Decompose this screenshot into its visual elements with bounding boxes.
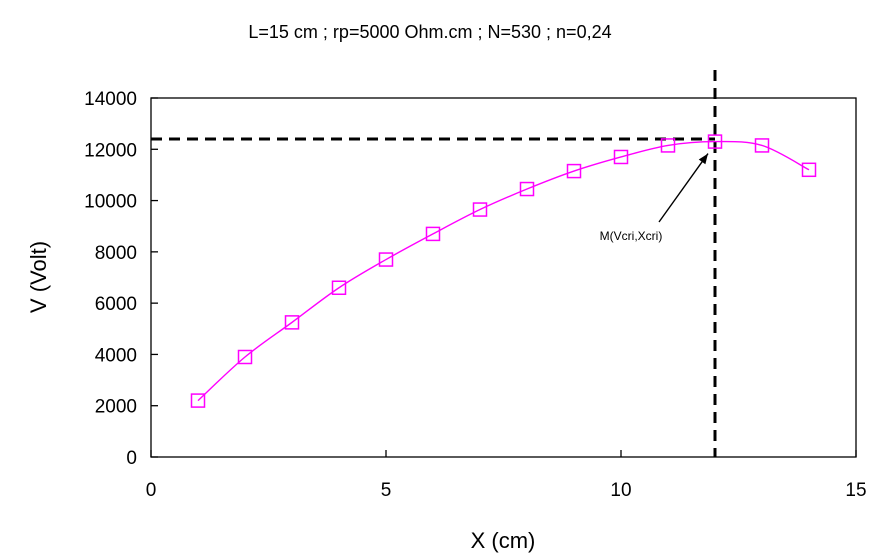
x-tick-label: 15	[845, 480, 866, 501]
y-axis-label: V (Volt)	[26, 241, 51, 313]
data-point	[378, 252, 394, 267]
data-point	[284, 315, 300, 330]
data-point	[425, 226, 441, 242]
annotation: M(Vcri,Xcri)	[600, 153, 709, 243]
annotation-arrow	[658, 153, 709, 223]
x-axis-label: X (cm)	[471, 528, 536, 553]
data-point	[613, 149, 629, 165]
y-tick-label: 4000	[95, 345, 137, 366]
y-axis: 0 2000 4000 6000 8000 10000 12000 14000	[84, 89, 158, 469]
y-tick-label: 0	[126, 448, 137, 469]
series-line	[197, 140, 810, 402]
y-tick-label: 10000	[84, 192, 137, 213]
y-tick-label: 6000	[95, 294, 137, 315]
data-point	[190, 393, 206, 408]
y-tick-label: 12000	[84, 140, 137, 161]
y-tick-label: 14000	[84, 89, 137, 110]
y-tick-label: 8000	[95, 243, 137, 264]
data-point	[707, 134, 723, 149]
annotation-label: M(Vcri,Xcri)	[600, 229, 663, 243]
data-point	[331, 280, 347, 296]
plot-area	[150, 97, 857, 458]
data-point	[660, 138, 676, 153]
data-point	[754, 138, 770, 153]
data-point	[519, 181, 535, 197]
data-point	[801, 162, 817, 178]
annotation-arrowhead	[698, 153, 708, 165]
x-axis: 0 5 10 15	[146, 450, 867, 501]
x-tick-label: 0	[146, 480, 157, 501]
y-tick-label: 2000	[95, 397, 137, 418]
data-series	[190, 134, 817, 408]
x-tick-label: 10	[610, 480, 631, 501]
x-tick-label: 5	[381, 480, 392, 501]
chart-title: L=15 cm ; rp=5000 Ohm.cm ; N=530 ; n=0,2…	[248, 22, 611, 42]
data-point	[472, 202, 488, 217]
data-point	[237, 349, 253, 365]
data-point	[566, 163, 582, 179]
